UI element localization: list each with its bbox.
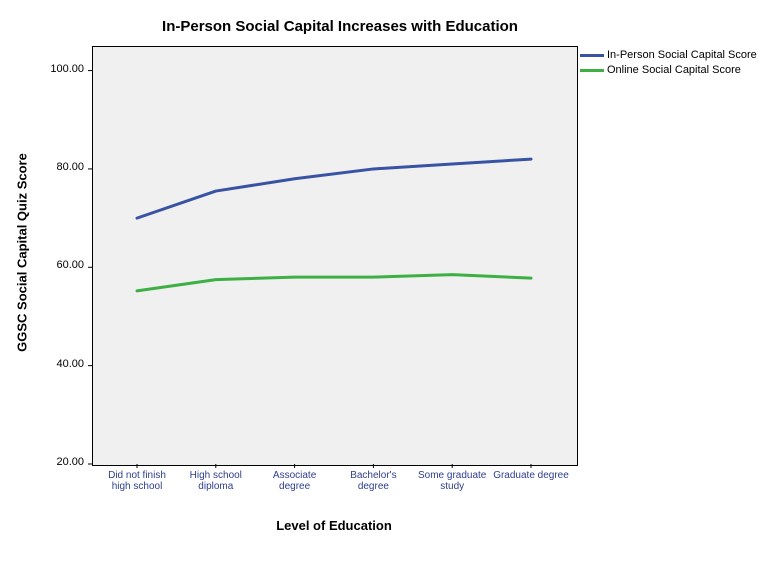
y-tick-label: 80.00 <box>0 161 84 173</box>
legend-label: In-Person Social Capital Score <box>607 48 757 63</box>
legend-swatch <box>580 69 604 72</box>
legend-item: In-Person Social Capital Score <box>580 48 757 63</box>
series-line <box>137 275 531 291</box>
legend-item: Online Social Capital Score <box>580 63 757 78</box>
y-tick-label: 100.00 <box>0 63 84 75</box>
x-tick-label: High school diploma <box>178 470 254 492</box>
legend-swatch <box>580 54 604 57</box>
legend: In-Person Social Capital ScoreOnline Soc… <box>580 48 757 78</box>
x-tick-label: Graduate degree <box>493 470 569 481</box>
x-tick-label: Associate degree <box>257 470 333 492</box>
x-tick-label: Bachelor's degree <box>335 470 411 492</box>
chart-container: In-Person Social Capital Increases with … <box>0 0 761 574</box>
y-axis-label: GGSC Social Capital Quiz Score <box>15 44 30 462</box>
y-tick-label: 40.00 <box>0 358 84 370</box>
y-tick-label: 60.00 <box>0 259 84 271</box>
x-tick-label: Some graduate study <box>414 470 490 492</box>
y-tick-label: 20.00 <box>0 456 84 468</box>
series-line <box>137 159 531 218</box>
x-axis-label: Level of Education <box>92 518 576 533</box>
x-tick-label: Did not finish high school <box>99 470 175 492</box>
legend-label: Online Social Capital Score <box>607 63 741 78</box>
